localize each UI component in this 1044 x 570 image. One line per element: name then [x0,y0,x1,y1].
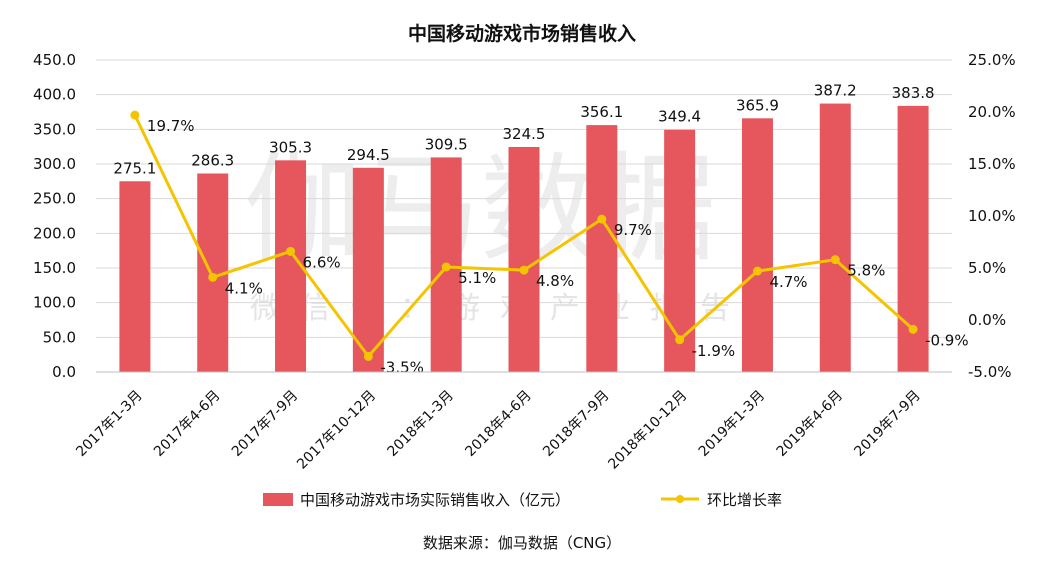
line-point [908,324,918,334]
x-tick-label: 2018年10-12月 [605,388,690,473]
left-tick-label: 450.0 [33,51,76,69]
bar-value-label: 275.1 [113,159,156,177]
line-point [597,214,607,224]
line-value-label: -3.5% [380,358,424,376]
left-tick-label: 350.0 [33,120,76,138]
line-value-label: 6.6% [303,253,341,271]
line-value-label: 19.7% [147,117,195,135]
line-series [130,110,918,361]
x-tick-label: 2017年4-6月 [151,388,223,460]
line-value-label: -1.9% [692,342,736,360]
x-tick-label: 2017年7-9月 [229,388,301,460]
line-value-label: 4.1% [225,279,263,297]
bar-data-labels: 275.1 286.3 305.3 294.5 309.5 324.5 356.1 349.4… [113,82,934,178]
right-tick-label: 25.0% [968,51,1016,69]
left-tick-label: 300.0 [33,155,76,173]
right-tick-label: -5.0% [968,363,1012,381]
line-point [130,110,140,120]
bar [741,118,773,373]
x-tick-label: 2018年4-6月 [462,388,534,460]
line-point [208,272,218,282]
line-value-label: -0.9% [925,331,969,349]
line-value-label: 4.8% [536,272,574,290]
x-tick-label: 2019年4-6月 [774,388,846,460]
watermark: 伽马数据 微信号：游戏产业报告 [244,140,750,326]
line-point [363,351,373,361]
bar-value-label: 324.5 [503,125,546,143]
bar [508,147,540,372]
left-tick-label: 50.0 [43,328,76,346]
bar-value-label: 356.1 [580,103,623,121]
bar [586,125,618,372]
right-tick-label: 20.0% [968,103,1016,121]
line-point [441,262,451,272]
left-tick-label: 0.0 [52,363,76,381]
bar-value-label: 365.9 [736,96,779,114]
legend-line-label: 环比增长率 [707,491,782,509]
x-tick-label: 2019年1-3月 [696,388,768,460]
line-value-label: 4.7% [769,273,807,291]
left-tick-label: 150.0 [33,259,76,277]
right-tick-label: 15.0% [968,155,1016,173]
watermark-sub-text: 微信号：游戏产业报告 [250,291,750,326]
source-note: 数据来源：伽马数据（CNG） [423,534,621,552]
x-tick-label: 2019年7-9月 [851,388,923,460]
bar [819,103,851,373]
x-tick-label: 2017年1-3月 [73,388,145,460]
watermark-main-text: 伽马数据 [244,140,716,278]
x-tick-label: 2017年10-12月 [294,388,379,473]
left-tick-label: 400.0 [33,86,76,104]
legend-line-marker [676,495,684,503]
bar-value-label: 286.3 [191,151,234,169]
bar-value-label: 305.3 [269,138,312,156]
bar-value-label: 309.5 [425,135,468,153]
line-value-label: 5.8% [847,262,885,280]
right-tick-label: 10.0% [968,207,1016,225]
left-axis-ticks: 0.0 50.0 100.0 150.0 200.0 250.0 300.0 350.0 400… [33,51,76,381]
bar-value-label: 294.5 [347,146,390,164]
line-point [830,255,840,265]
x-tick-label: 2018年7-9月 [540,388,612,460]
left-tick-label: 250.0 [33,190,76,208]
left-tick-label: 100.0 [33,294,76,312]
right-axis-ticks: -5.0% 0.0% 5.0% 10.0% 15.0% 20.0% 25.0% [968,51,1016,381]
line-value-label: 9.7% [614,221,652,239]
right-tick-label: 0.0% [968,311,1006,329]
bar-value-label: 387.2 [814,82,857,100]
line-data-labels: 19.7% 4.1% 6.6% -3.5% 5.1% 4.8% 9.7% -1.9% 4.7% 5… [147,117,969,376]
line-point [675,335,685,345]
legend-bar-label: 中国移动游戏市场实际销售收入（亿元） [300,491,570,509]
line-point [519,265,529,275]
right-tick-label: 5.0% [968,259,1006,277]
left-tick-label: 200.0 [33,224,76,242]
bar-value-label: 383.8 [892,84,935,102]
line-value-label: 5.1% [458,269,496,287]
line-point [286,246,296,256]
x-tick-label: 2018年1-3月 [385,388,457,460]
bar-value-label: 349.4 [658,108,701,126]
chart-title: 中国移动游戏市场销售收入 [408,22,636,45]
line-point [752,266,762,276]
bar [119,181,151,372]
legend: 中国移动游戏市场实际销售收入（亿元） 环比增长率 [263,491,782,509]
legend-bar-swatch [263,493,293,506]
bar [352,167,384,372]
